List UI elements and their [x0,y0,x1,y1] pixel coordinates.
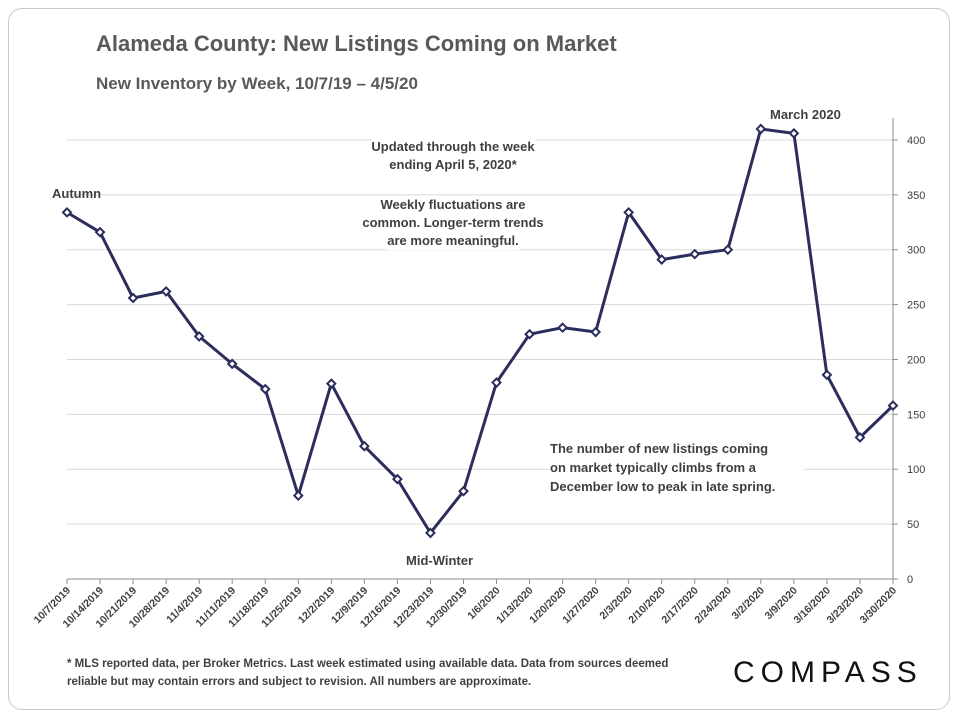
annotation-updated: Updated through the week ending April 5,… [340,138,566,174]
data-point [788,127,800,139]
annotation-midwinter: Mid-Winter [406,553,474,568]
y-tick-label: 0 [907,574,913,586]
footnote: * MLS reported data, per Broker Metrics.… [67,655,727,691]
data-point [391,473,403,485]
y-tick-label: 150 [907,409,925,421]
data-point [425,527,436,539]
series-line [66,127,895,535]
y-tick-label: 400 [907,135,925,147]
chart-subtitle: New Inventory by Week, 10/7/19 – 4/5/20 [96,74,418,93]
data-point [656,254,668,266]
y-tick-label: 300 [907,245,925,257]
x-tick-label: 2/24/2020 [692,585,734,627]
updated-line-2: ending April 5, 2020* [389,156,517,174]
data-point [491,377,502,388]
chart-title: Alameda County: New Listings Coming on M… [96,31,617,56]
y-tick-label: 350 [907,190,925,202]
data-point [259,383,271,395]
footnote-line-1: * MLS reported data, per Broker Metrics.… [67,658,669,670]
fluct-line-1: Weekly fluctuations are [380,196,526,214]
data-point [127,292,139,304]
spring-line-2: on market typically climbs from a [550,458,804,477]
data-point [755,123,767,135]
y-tick-label: 100 [907,464,925,476]
x-tick-label: 3/30/2020 [858,585,900,627]
x-tick-labels: 10/7/201910/14/201910/21/201910/28/20191… [32,585,900,631]
data-point [292,490,304,501]
updated-line-1: Updated through the week [371,138,535,156]
y-tick-labels: 0 50 100 150 200 250 300 350 400 [907,135,925,586]
data-point [821,369,833,381]
x-tick-label: 1/27/2020 [560,585,602,627]
y-tick-label: 50 [907,519,919,531]
data-point [61,206,73,218]
y-tick-label: 200 [907,354,925,366]
data-point [623,206,635,218]
annotation-spring: The number of new listings coming on mar… [550,439,804,496]
footnote-line-2: reliable but may contain errors and subj… [67,676,532,688]
compass-logo: COMPASS [733,656,923,689]
data-point [590,326,602,338]
data-point [193,331,205,342]
annotation-march: March 2020 [770,107,841,122]
fluct-line-2: common. Longer-term trends [362,214,544,232]
data-point [854,431,866,443]
spring-line-1: The number of new listings coming [550,439,804,458]
data-point [226,358,238,370]
data-point [689,248,701,260]
data-point [94,226,106,238]
data-point [557,322,569,334]
spring-line-3: December low to peak in late spring. [550,477,804,496]
y-tick-label: 250 [907,300,925,312]
x-tick-label: 3/2/2020 [730,585,767,622]
annotation-autumn: Autumn [52,186,102,201]
data-point [887,400,899,411]
slide-frame [8,8,950,710]
fluct-line-3: are more meaningful. [387,232,519,250]
data-point [358,440,370,452]
data-point [160,286,172,297]
data-point [722,244,734,256]
data-point [524,328,535,340]
series-markers [61,123,899,539]
axes [66,118,898,584]
data-point [458,485,469,497]
data-point [325,378,337,390]
annotation-fluctuations: Weekly fluctuations are common. Longer-t… [340,196,566,250]
